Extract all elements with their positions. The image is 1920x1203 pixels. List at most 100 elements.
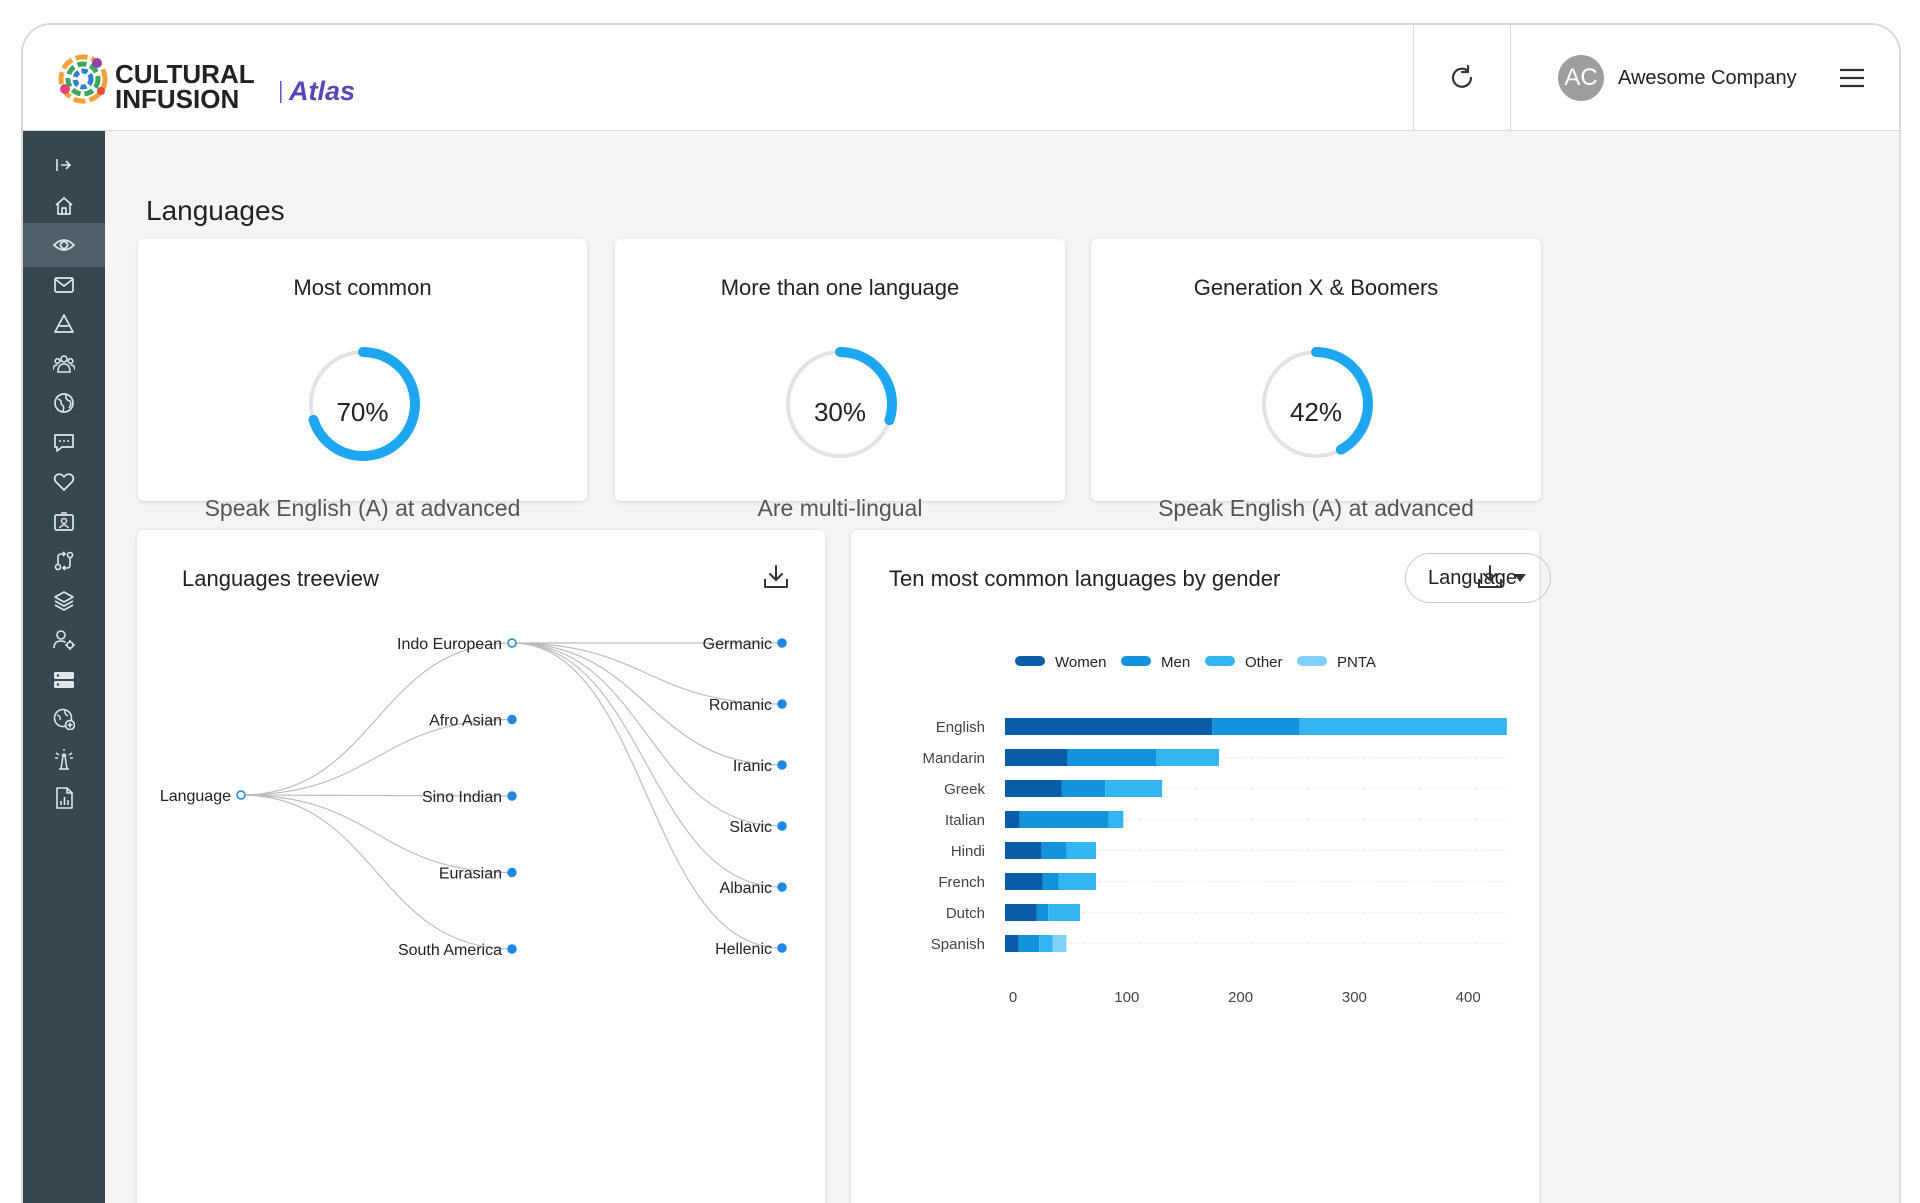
bar-segment [1005,873,1043,890]
x-tick-label: 200 [1228,989,1253,1006]
category-label: Hindi [951,843,985,860]
bar-segment [1005,749,1068,766]
beacon-icon [55,748,73,770]
category-label: Mandarin [922,750,985,767]
category-label: French [938,874,985,891]
sidebar-item-triangle[interactable] [23,302,105,346]
category-label: Dutch [946,905,985,922]
chat-icon [54,433,74,452]
kpi-subtitle: Are multi-lingual [757,495,923,521]
sidebar-item-globe-plus[interactable] [23,697,105,741]
tree-node-child [777,943,787,953]
refresh-icon [1451,64,1473,88]
refresh-button[interactable] [1413,25,1511,130]
tree-link [511,642,783,888]
sidebar-item-heart[interactable] [23,460,105,504]
page-title: Languages [146,195,285,226]
tree-label-group: Sino Indian [422,789,502,806]
sidebar-item-routes[interactable] [23,539,105,583]
sidebar-item-beacon[interactable] [23,737,105,781]
kpi-value: 42% [1289,397,1343,427]
kpi-title: Most common [293,275,432,300]
user-settings-icon [53,630,75,650]
tree-label-group: Eurasian [439,866,502,883]
sidebar-item-chat[interactable] [23,421,105,465]
bar-segment [1005,780,1062,797]
legend-label: Other [1245,654,1283,671]
user-profile[interactable]: AC Awesome Company [1558,55,1797,101]
gender-chart-panel: Ten most common languages by gender Lang… [851,530,1551,1203]
bar-segment [1156,749,1219,766]
kpi-title: Generation X & Boomers [1193,275,1439,300]
tree-node-group [507,867,517,878]
expand-icon [56,159,72,171]
avatar: AC [1558,55,1604,101]
brand-logo[interactable]: CULTURAL INFUSION Atlas [53,47,423,114]
bar-segment [1005,718,1213,735]
tree-label-group: South America [398,942,502,959]
treeview-title: Languages treeview [182,566,379,591]
gender-bar-chart: Women Men Other PNTA English Mandarin Greek Ita… [922,654,1507,1006]
gender-chart-title: Ten most common languages by gender [889,566,1281,591]
sidebar-item-globe[interactable] [23,381,105,425]
tree-label-child: Romanic [709,697,772,714]
hamburger-menu-button[interactable] [1837,63,1867,93]
globe-icon [54,393,74,413]
sidebar-item-people[interactable] [23,342,105,386]
x-tick-label: 100 [1114,989,1139,1006]
legend-label: Men [1161,654,1190,671]
treeview-panel: Languages treeview Language Indo European… [137,530,825,1203]
layers-icon [54,590,74,611]
kpi-subtitle: Speak English (A) at advanced [1158,495,1474,521]
report-icon [56,787,73,809]
kpi-card-most-common: Most common 70% Speak English (A) at adv… [138,239,587,521]
sidebar-item-report[interactable] [23,776,105,820]
routes-icon [54,551,74,571]
gender-chart-download-button[interactable] [1475,562,1505,592]
mail-icon [54,276,74,293]
sidebar-item-storage[interactable] [23,658,105,702]
bar-segment [1005,904,1037,921]
sidebar-item-mail[interactable] [23,263,105,307]
bar-segment [1041,842,1067,859]
sidebar-item-home[interactable] [23,184,105,228]
kpi-subtitle: Speak English (A) at advanced [204,495,521,521]
tree-label-child: Germanic [703,636,772,653]
tree-label-group: Afro Asian [429,713,502,730]
tree-link [240,794,513,797]
ring-progress [1259,347,1373,461]
bar-segment [1061,780,1106,797]
ring-progress [305,347,420,461]
treeview-download-button[interactable] [761,562,791,592]
tree-node-child [777,821,787,831]
heart-icon [53,473,75,491]
download-icon [764,565,788,588]
ring-progress [783,347,897,461]
legend-label: PNTA [1337,654,1376,671]
globe-plus-icon [53,708,75,730]
tree-link [240,718,513,796]
tree-node-group [507,944,517,954]
kpi-value: 30% [813,397,867,427]
kpi-progress-ring [305,347,420,461]
bar-segment [1066,842,1097,859]
tree-link [511,642,783,705]
bar-segment [1058,873,1097,890]
bar-segment [1019,811,1109,828]
download-icon [1478,565,1502,588]
sidebar-item-eye[interactable] [23,223,105,267]
language-dropdown[interactable]: Language [1405,553,1551,603]
tree-link [240,794,513,950]
sidebar-item-layers[interactable] [23,579,105,623]
sidebar-item-user-settings[interactable] [23,618,105,662]
language-tree: Language Indo European Afro Asian Sino Indi… [160,636,787,959]
category-label: English [936,719,985,736]
sidebar-item-badge[interactable] [23,500,105,544]
menu-icon [1840,68,1864,88]
sidebar-nav [23,131,105,1203]
home-icon [55,196,73,215]
tree-node-child [777,699,787,709]
legend-label: Women [1055,654,1106,671]
sidebar-item-expand[interactable] [23,144,105,188]
kpi-value: 70% [336,397,389,427]
